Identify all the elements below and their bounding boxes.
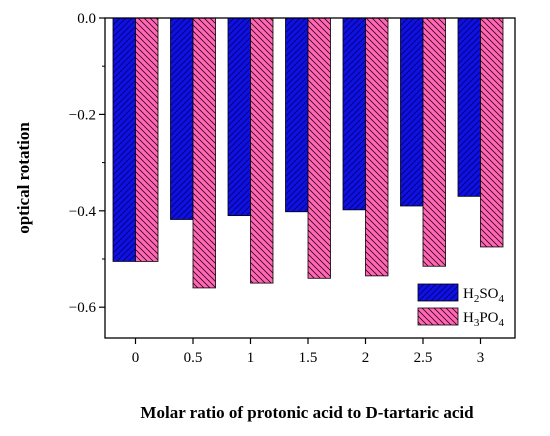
bar-h3po4-1 bbox=[250, 17, 274, 284]
y-tick-label: 0.0 bbox=[77, 11, 96, 27]
y-tick-label: −0.2 bbox=[69, 107, 96, 123]
x-tick-label: 2 bbox=[362, 350, 370, 366]
bar-h2so4-1 bbox=[227, 17, 251, 217]
bar-h2so4-2.5 bbox=[400, 17, 424, 207]
bar-h2so4-0 bbox=[112, 17, 136, 262]
x-tick-label: 2.5 bbox=[414, 350, 433, 366]
bar-h3po4-0.5 bbox=[192, 17, 216, 289]
bar-h2so4-1.5 bbox=[285, 17, 309, 213]
bars-group bbox=[112, 17, 504, 289]
y-tick-label: −0.4 bbox=[69, 204, 97, 220]
x-tick-label: 0 bbox=[132, 350, 140, 366]
x-axis: 0 0.5 1 1.5 2 2.5 3 bbox=[132, 338, 485, 366]
bar-h3po4-2 bbox=[365, 17, 389, 277]
bar-h3po4-2.5 bbox=[422, 17, 446, 267]
legend-label-h2so4: H2SO4 bbox=[463, 286, 505, 305]
x-axis-title: Molar ratio of protonic acid to D-tartar… bbox=[140, 403, 474, 422]
y-tick-label: −0.6 bbox=[69, 300, 97, 316]
bar-h2so4-2 bbox=[342, 17, 366, 211]
bar-h3po4-1.5 bbox=[307, 17, 331, 279]
x-tick-label: 0.5 bbox=[184, 350, 203, 366]
legend-label-h3po4: H3PO4 bbox=[463, 310, 505, 329]
plot-frame bbox=[104, 17, 516, 339]
y-axis: 0.0 −0.2 −0.4 −0.6 bbox=[69, 11, 105, 316]
x-tick-label: 1 bbox=[247, 350, 255, 366]
legend-swatch-h3po4 bbox=[417, 307, 459, 326]
bar-h3po4-0 bbox=[135, 17, 159, 262]
bar-h2so4-0.5 bbox=[170, 17, 194, 220]
y-axis-title: optical rotation bbox=[14, 122, 33, 234]
x-tick-label: 1.5 bbox=[299, 350, 318, 366]
legend: H2SO4 H3PO4 bbox=[412, 278, 512, 333]
bar-h2so4-3 bbox=[457, 17, 481, 197]
x-tick-label: 3 bbox=[477, 350, 485, 366]
legend-swatch-h2so4 bbox=[417, 283, 459, 302]
bar-h3po4-3 bbox=[480, 17, 504, 248]
